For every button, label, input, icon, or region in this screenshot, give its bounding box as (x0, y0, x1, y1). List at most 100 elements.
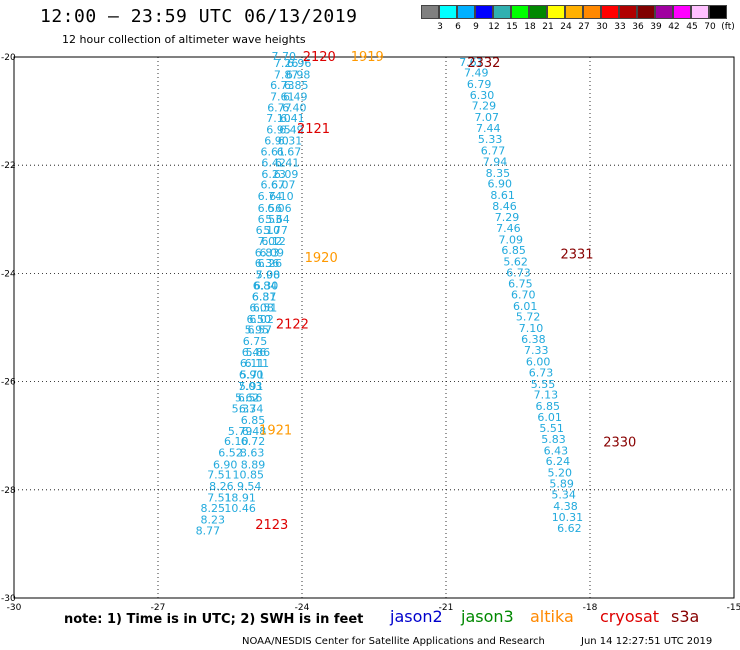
wave-height-point: 6.77 (267, 101, 292, 114)
colorbar-label: 45 (686, 22, 698, 32)
satellite-jason3: jason3 (461, 607, 514, 626)
wave-height-point: 10.31 (552, 511, 584, 524)
colorbar-cell (547, 5, 565, 19)
wave-height-point: 6.85 (536, 400, 561, 413)
wave-height-point: 7.51 (207, 469, 232, 482)
wave-height-point: 6.67 (260, 179, 285, 192)
wave-height-point: 6.08 (249, 301, 274, 314)
wave-height-point: 7.02 (258, 235, 283, 248)
pass-time-label: 2332 (467, 56, 500, 71)
wave-height-point: 7.03 (238, 380, 263, 393)
y-tick-label: -28 (1, 486, 16, 496)
wave-height-point: 7.61 (459, 56, 484, 69)
wave-height-point: 8.63 (240, 446, 265, 459)
wave-height-point: 7.51 (207, 491, 232, 504)
wave-height-point: 6.10 (256, 224, 281, 237)
wave-height-point: 8.25 (200, 502, 225, 515)
wave-height-point: 5.91 (239, 380, 264, 393)
colorbar-cell (421, 5, 439, 19)
colorbar-label: (ft) (721, 22, 735, 32)
wave-height-point: 6.01 (513, 300, 538, 313)
wave-height-point: 6.40 (282, 101, 307, 114)
wave-height-point: 6.79 (467, 78, 492, 91)
wave-height-point: 6.75 (508, 278, 533, 291)
wave-height-point: 5.62 (235, 391, 260, 404)
colorbar-label: 36 (632, 22, 644, 32)
pass-time-label: 2331 (560, 247, 593, 262)
colorbar-label: 33 (614, 22, 626, 32)
wave-height-point: 6.36 (255, 257, 280, 270)
wave-height-point: 7.10 (266, 112, 291, 125)
wave-height-point: 7.29 (495, 211, 520, 224)
wave-height-point: 6.67 (277, 146, 302, 159)
wave-height-point: 8.61 (490, 189, 515, 202)
y-tick-label: -30 (1, 594, 16, 604)
timestamp-text: Jun 14 12:27:51 UTC 2019 (581, 636, 713, 647)
wave-height-point: 6.09 (274, 168, 299, 181)
wave-height-point: 7.46 (496, 222, 521, 235)
wave-height-point: 6.53 (258, 213, 283, 226)
wave-height-point: 6.23 (261, 168, 286, 181)
colorbar-label: 39 (650, 22, 662, 32)
wave-height-point: 6.74 (239, 403, 264, 416)
wave-height-point: 7.00 (256, 268, 281, 281)
wave-height-point: 6.09 (260, 246, 285, 259)
wave-height-point: 5.83 (541, 433, 566, 446)
wave-height-point: 5.33 (232, 403, 257, 416)
colorbar-label: 42 (668, 22, 680, 32)
note-text: note: 1) Time is in UTC; 2) SWH is in fe… (64, 612, 364, 627)
wave-height-point: 6.11 (245, 357, 270, 370)
colorbar-label: 18 (524, 22, 536, 32)
wave-height-point: 8.23 (200, 514, 225, 527)
x-tick-label: -21 (439, 603, 454, 613)
wave-height-point: 7.49 (464, 67, 489, 80)
wave-height-point: 7.09 (499, 233, 524, 246)
colorbar-label: 9 (473, 22, 479, 32)
wave-height-point: 6.43 (544, 444, 569, 457)
wave-height-point: 6.11 (240, 357, 265, 370)
wave-height-point: 5.79 (228, 425, 253, 438)
colorbar-cell (475, 5, 493, 19)
colorbar-cell (673, 5, 691, 19)
colorbar-label: 3 (437, 22, 443, 32)
wave-height-point: 7.29 (472, 100, 497, 113)
colorbar-label: 27 (578, 22, 590, 32)
wave-height-point: 5.55 (531, 378, 556, 391)
wave-height-point: 7.87 (274, 68, 299, 81)
wave-height-point: 7.26 (274, 57, 299, 70)
wave-height-point: 7.61 (270, 90, 295, 103)
colorbar-cell (493, 5, 511, 19)
satellite-altika: altika (530, 607, 574, 626)
wave-height-point: 6.77 (481, 145, 506, 158)
colorbar-label: 21 (542, 22, 554, 32)
pass-time-label: 2330 (603, 436, 636, 451)
colorbar-cell (709, 5, 727, 19)
colorbar-label: 15 (506, 22, 518, 32)
wave-height-point: 4.38 (553, 500, 578, 513)
wave-height-point: 6.51 (253, 301, 278, 314)
wave-height-point: 6.62 (557, 522, 582, 535)
colorbar-cell (565, 5, 583, 19)
wave-height-point: 6.12 (261, 235, 286, 248)
wave-height-point: 6.85 (284, 79, 309, 92)
wave-height-point: 8.26 (209, 480, 234, 493)
wave-height-point: 6.73 (270, 79, 295, 92)
pass-time-label: 2121 (297, 122, 330, 137)
wave-height-point: 5.62 (503, 255, 528, 268)
wave-height-point: 6.24 (546, 455, 571, 468)
pass-time-label: 2122 (276, 318, 309, 333)
wave-height-point: 7.33 (524, 344, 549, 357)
wave-height-point: 10.46 (224, 502, 256, 515)
wave-height-point: 9.54 (237, 480, 262, 493)
wave-height-point: 6.61 (260, 146, 285, 159)
colorbar-cell (691, 5, 709, 19)
satellite-jason2: jason2 (390, 607, 443, 626)
pass-time-label: 1919 (351, 50, 384, 65)
wave-height-point: 10.85 (232, 469, 264, 482)
wave-height-point: 6.00 (526, 356, 551, 369)
colorbar-label: 30 (596, 22, 608, 32)
y-tick-label: -20 (1, 53, 16, 63)
wave-height-point: 6.98 (286, 68, 311, 81)
wave-height-point: 6.10 (269, 190, 294, 203)
wave-height-point: 6.01 (537, 411, 562, 424)
